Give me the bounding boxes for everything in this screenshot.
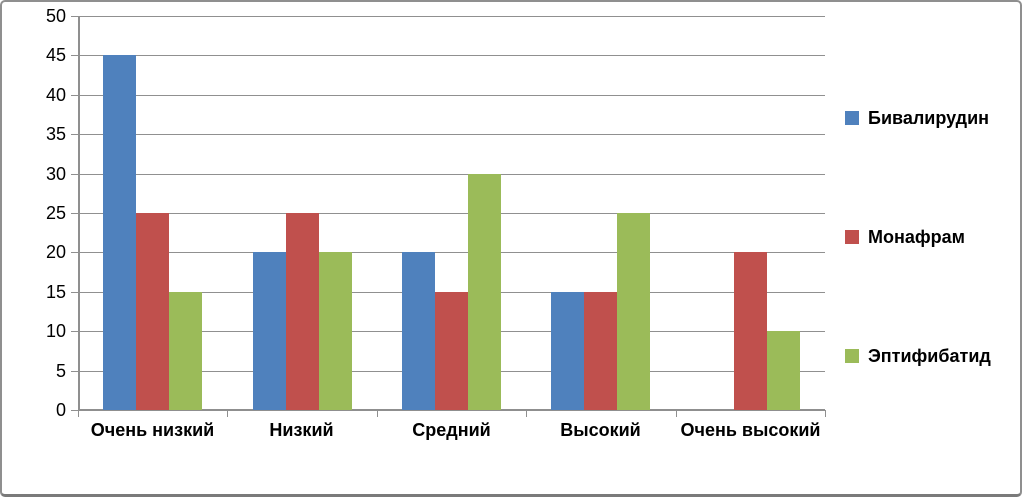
- x-tick-mark-1: [227, 410, 228, 417]
- y-tick-label-10: 10: [45, 321, 66, 341]
- y-tick-mark-30: [71, 174, 78, 175]
- gridline-35: [78, 134, 825, 135]
- bar-s2-c3: [617, 213, 650, 410]
- y-tick-mark-35: [71, 134, 78, 135]
- bar-s0-c1: [253, 252, 286, 410]
- y-tick-label-35: 35: [45, 124, 66, 144]
- bar-s0-c3: [551, 292, 584, 410]
- x-category-label-2: Средний: [412, 420, 491, 440]
- bar-s1-c1: [286, 213, 319, 410]
- y-tick-mark-20: [71, 252, 78, 253]
- bar-s1-c0: [136, 213, 169, 410]
- x-category-label-1: Низкий: [269, 420, 334, 440]
- legend-item-2: Эптифибатид: [845, 343, 991, 369]
- legend-label-2: Эптифибатид: [868, 345, 991, 366]
- x-tick-mark-0: [78, 410, 79, 417]
- y-tick-mark-50: [71, 16, 78, 17]
- x-category-label-0: Очень низкий: [90, 420, 215, 440]
- y-tick-label-50: 50: [45, 6, 66, 26]
- gridline-45: [78, 55, 825, 56]
- y-tick-label-15: 15: [45, 282, 66, 302]
- gridline-20: [78, 252, 825, 253]
- gridline-30: [78, 174, 825, 175]
- x-category-label-4: Очень высокий: [680, 420, 821, 440]
- x-tick-mark-4: [676, 410, 677, 417]
- bar-s2-c1: [319, 252, 352, 410]
- x-axis-line: [78, 409, 825, 411]
- gridline-25: [78, 213, 825, 214]
- y-tick-label-20: 20: [45, 242, 66, 262]
- bar-s1-c3: [584, 292, 617, 410]
- bar-s1-c4: [734, 252, 767, 410]
- y-tick-mark-0: [71, 410, 78, 411]
- y-tick-label-40: 40: [45, 85, 66, 105]
- bar-s1-c2: [435, 292, 468, 410]
- legend-color-swatch-0: [845, 111, 859, 125]
- y-tick-label-5: 5: [55, 361, 66, 381]
- y-tick-mark-10: [71, 331, 78, 332]
- y-tick-label-30: 30: [45, 164, 66, 184]
- x-tick-mark-5: [825, 410, 826, 417]
- gridline-50: [78, 16, 825, 17]
- y-tick-mark-15: [71, 292, 78, 293]
- x-category-label-3: Высокий: [560, 420, 641, 440]
- bar-s2-c4: [767, 331, 800, 410]
- bar-s2-c0: [169, 292, 202, 410]
- legend-color-swatch-2: [845, 349, 859, 363]
- x-tick-mark-3: [526, 410, 527, 417]
- y-tick-mark-5: [71, 371, 78, 372]
- y-tick-label-45: 45: [45, 45, 66, 65]
- y-tick-label-25: 25: [45, 203, 66, 223]
- legend-label-0: Бивалирудин: [868, 107, 990, 128]
- plot-area: [78, 16, 825, 411]
- bar-s0-c2: [402, 252, 435, 410]
- y-tick-mark-25: [71, 213, 78, 214]
- legend-color-swatch-1: [845, 230, 859, 244]
- legend-item-1: Монафрам: [845, 224, 965, 250]
- legend-item-0: Бивалирудин: [845, 105, 989, 131]
- legend-label-1: Монафрам: [868, 226, 965, 247]
- bar-s0-c0: [103, 55, 136, 410]
- y-tick-mark-40: [71, 95, 78, 96]
- y-tick-mark-45: [71, 55, 78, 56]
- bar-s2-c2: [468, 174, 501, 410]
- gridline-40: [78, 95, 825, 96]
- y-tick-label-0: 0: [55, 400, 66, 420]
- x-tick-mark-2: [377, 410, 378, 417]
